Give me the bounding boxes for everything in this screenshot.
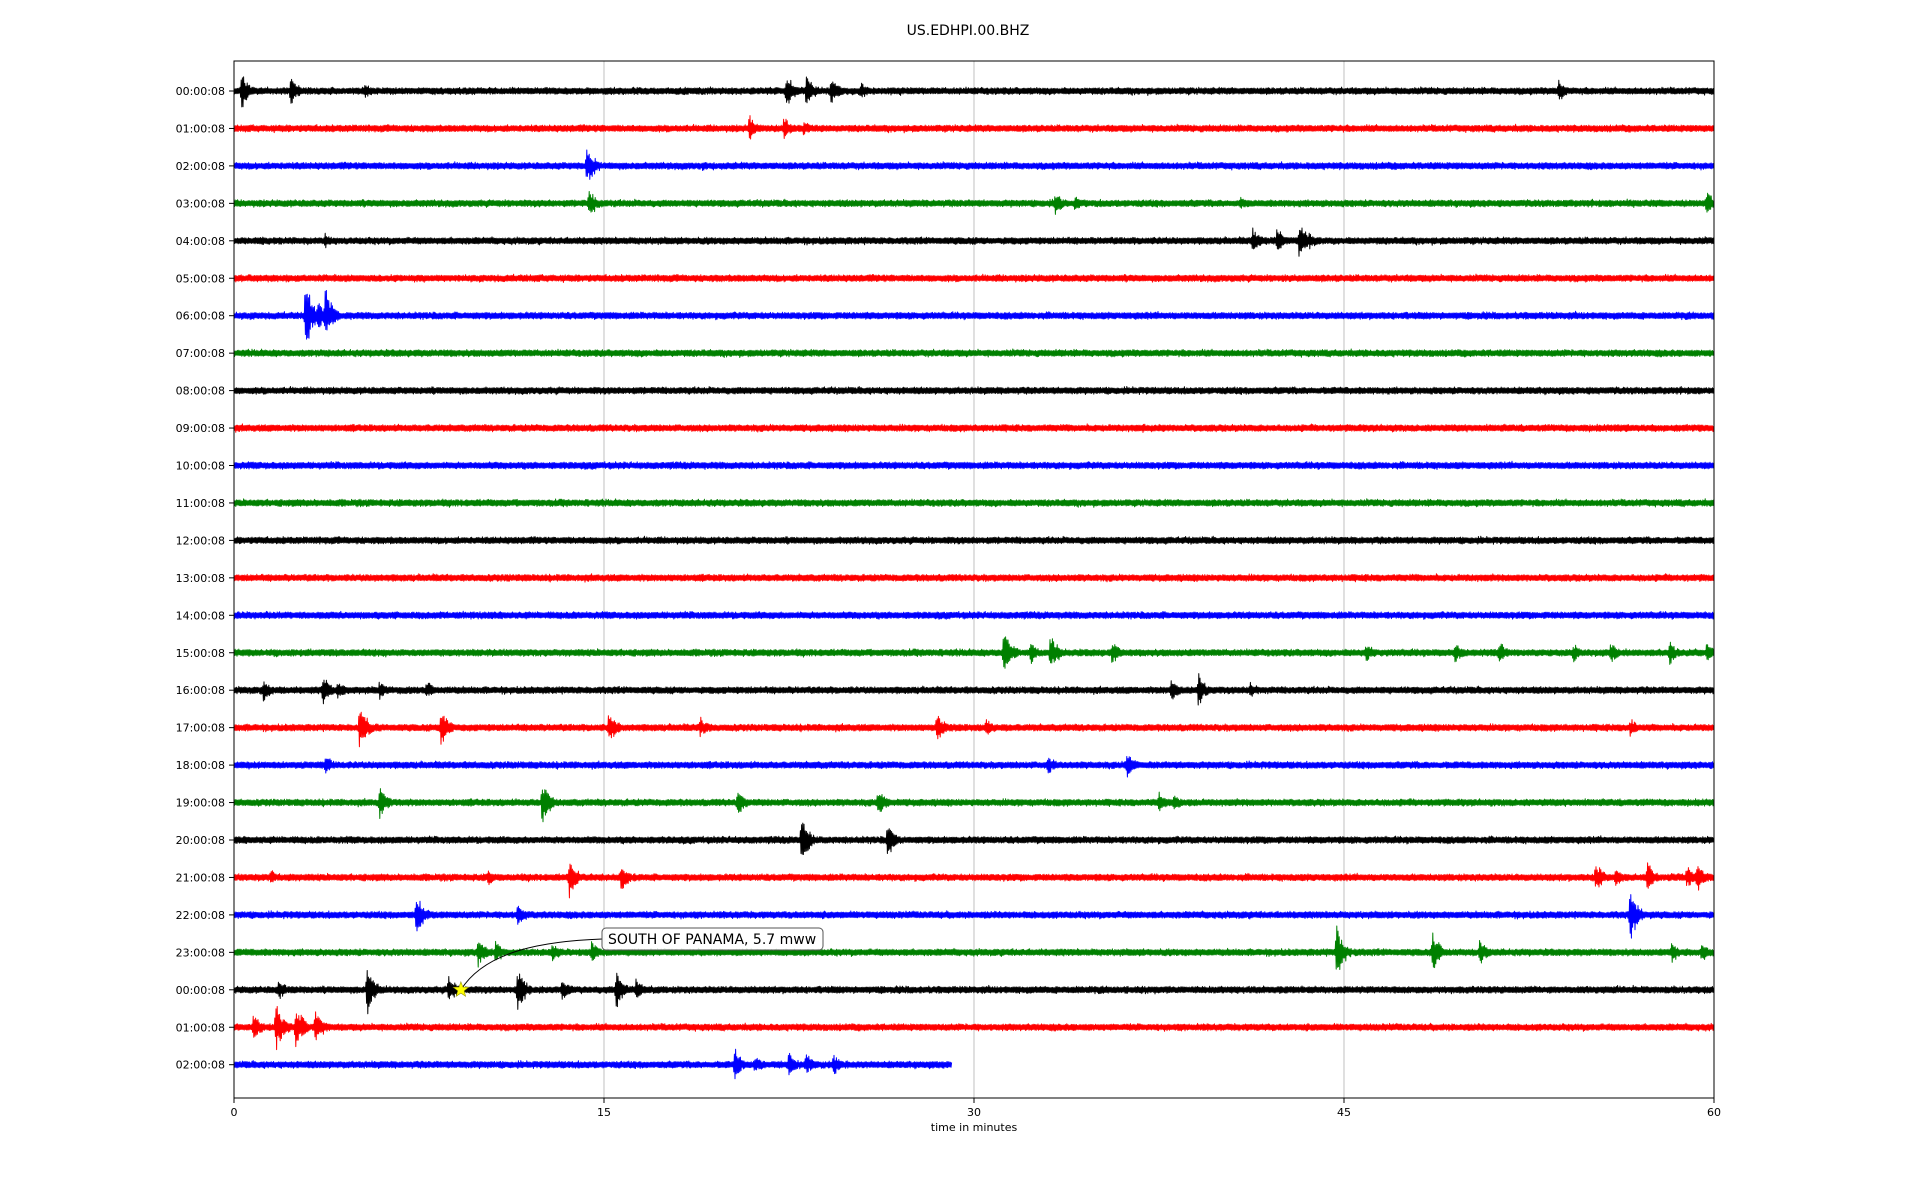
annotation-text: SOUTH OF PANAMA, 5.7 mww <box>608 932 816 948</box>
x-axis-ticks: 0 15 30 45 60 <box>231 1098 1721 1119</box>
event-star-marker <box>452 980 470 998</box>
row-time-label: 09:00:08 <box>176 422 225 435</box>
row-time-label: 13:00:08 <box>176 572 225 585</box>
row-time-label: 00:00:08 <box>176 85 225 98</box>
row-time-label: 14:00:08 <box>176 609 225 622</box>
trace-line <box>233 636 1715 669</box>
trace-line <box>233 498 1715 508</box>
trace-line <box>233 970 1715 1015</box>
row-time-label: 12:00:08 <box>176 534 225 547</box>
row-time-label: 04:00:08 <box>176 235 225 248</box>
row-time-label: 05:00:08 <box>176 272 225 285</box>
trace-line <box>233 115 1715 140</box>
trace-line <box>233 191 1715 215</box>
trace-line <box>233 822 1715 855</box>
row-time-label: 10:00:08 <box>176 460 225 473</box>
trace-line <box>233 610 1715 620</box>
trace-line <box>233 788 1715 823</box>
row-time-labels: 00:00:08 01:00:08 02:00:08 03:00:08 04:00:08… <box>176 85 234 1072</box>
x-tick-label: 0 <box>231 1106 238 1119</box>
trace-line <box>233 149 1715 180</box>
row-time-label: 01:00:08 <box>176 122 225 135</box>
trace-line <box>233 862 1715 899</box>
trace-line <box>233 756 1715 778</box>
trace-line <box>233 894 1715 939</box>
trace-line <box>233 76 1715 108</box>
x-tick-label: 15 <box>597 1106 611 1119</box>
trace-line <box>233 227 1715 257</box>
annotation-connector <box>460 938 603 991</box>
x-tick-label: 45 <box>1337 1106 1351 1119</box>
row-time-label: 21:00:08 <box>176 871 225 884</box>
trace-line <box>233 925 1715 970</box>
row-time-label: 06:00:08 <box>176 310 225 323</box>
x-tick-label: 30 <box>967 1106 981 1119</box>
row-time-label: 20:00:08 <box>176 834 225 847</box>
trace-line <box>233 1006 1715 1051</box>
trace-line <box>233 386 1715 396</box>
row-time-label: 23:00:08 <box>176 946 225 959</box>
trace-line <box>233 348 1715 358</box>
row-time-label: 16:00:08 <box>176 684 225 697</box>
row-time-label: 19:00:08 <box>176 797 225 810</box>
trace-line <box>233 1048 953 1080</box>
row-time-label: 15:00:08 <box>176 647 225 660</box>
row-time-label: 03:00:08 <box>176 197 225 210</box>
x-tick-label: 60 <box>1707 1106 1721 1119</box>
trace-line <box>233 290 1715 340</box>
row-time-label: 07:00:08 <box>176 347 225 360</box>
trace-line <box>233 273 1715 283</box>
trace-line <box>233 573 1715 583</box>
row-time-label: 17:00:08 <box>176 722 225 735</box>
annotation-box <box>601 927 824 951</box>
row-time-label: 02:00:08 <box>176 160 225 173</box>
trace-line <box>233 535 1715 545</box>
seismogram-traces <box>233 76 1715 1080</box>
chart-title: US.EDHPI.00.BHZ <box>907 23 1030 39</box>
trace-line <box>233 711 1715 748</box>
row-time-label: 08:00:08 <box>176 385 225 398</box>
trace-line <box>233 460 1715 470</box>
event-annotation: SOUTH OF PANAMA, 5.7 mww <box>452 927 824 998</box>
row-time-label: 18:00:08 <box>176 759 225 772</box>
row-time-label: 02:00:08 <box>176 1059 225 1072</box>
row-time-label: 11:00:08 <box>176 497 225 510</box>
row-time-label: 01:00:08 <box>176 1021 225 1034</box>
trace-line <box>233 423 1715 433</box>
row-time-label: 00:00:08 <box>176 984 225 997</box>
row-time-label: 22:00:08 <box>176 909 225 922</box>
x-axis-label: time in minutes <box>931 1121 1018 1134</box>
trace-line <box>233 673 1715 706</box>
